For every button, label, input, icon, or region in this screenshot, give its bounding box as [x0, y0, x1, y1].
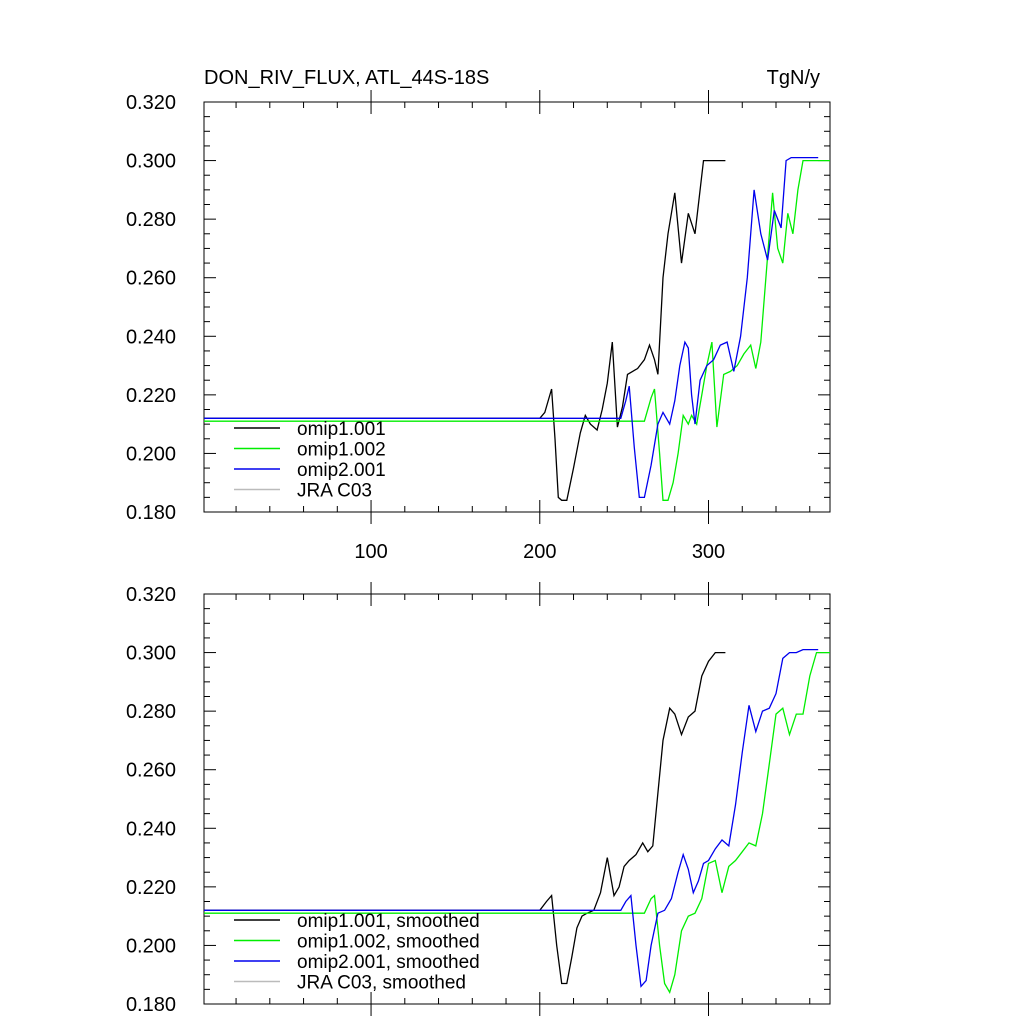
legend-label: JRA C03	[297, 481, 372, 502]
y-tick-label: 0.320	[126, 584, 176, 606]
figure-title: DON_RIV_FLUX, ATL_44S-18S	[204, 67, 489, 89]
y-tick-label: 0.240	[126, 326, 176, 348]
legend-label: omip1.001	[297, 419, 386, 440]
y-tick-label: 0.300	[126, 643, 176, 665]
y-tick-label: 0.260	[126, 760, 176, 782]
legend-label: omip2.001	[297, 460, 386, 481]
legend-label: omip2.001, smoothed	[297, 952, 480, 973]
series-line-omip2-001	[204, 156, 819, 499]
y-tick-label: 0.200	[126, 443, 176, 465]
x-tick-label: 200	[523, 541, 556, 563]
legend-label: omip1.002, smoothed	[297, 932, 480, 953]
legend-label: omip1.001, smoothed	[297, 911, 480, 932]
legend-label: omip1.002	[297, 440, 386, 461]
y-tick-label: 0.200	[126, 935, 176, 957]
y-tick-label: 0.240	[126, 818, 176, 840]
series-line-omip1-001-smoothed	[204, 651, 726, 985]
y-tick-label: 0.220	[126, 385, 176, 407]
panel-bottom: 0.180 0.200 0.220 0.240 0.260 0.280 0.300 0.320…	[126, 582, 831, 1016]
y-tick-label: 0.300	[126, 151, 176, 173]
series-line-omip1-002	[204, 159, 830, 501]
series-line-omip1-001	[204, 159, 726, 501]
y-tick-label: 0.260	[126, 268, 176, 290]
series-line-omip1-002-smoothed	[204, 651, 830, 994]
figure-units: TgN/y	[767, 67, 820, 89]
series-line-omip2-001-smoothed	[204, 648, 819, 988]
y-tick-label: 0.280	[126, 209, 176, 231]
panel-top: 0.180 0.200 0.220 0.240 0.260 0.280 0.300 0.320…	[126, 90, 831, 563]
y-tick-label: 0.180	[126, 502, 176, 524]
y-tick-label: 0.320	[126, 92, 176, 114]
x-tick-label: 300	[692, 541, 725, 563]
series-group	[204, 156, 830, 501]
legend-label: JRA C03, smoothed	[297, 973, 466, 994]
y-tick-label: 0.280	[126, 701, 176, 723]
series-group	[204, 648, 830, 994]
x-tick-label: 100	[354, 541, 387, 563]
y-tick-label: 0.180	[126, 994, 176, 1016]
y-tick-label: 0.220	[126, 877, 176, 899]
